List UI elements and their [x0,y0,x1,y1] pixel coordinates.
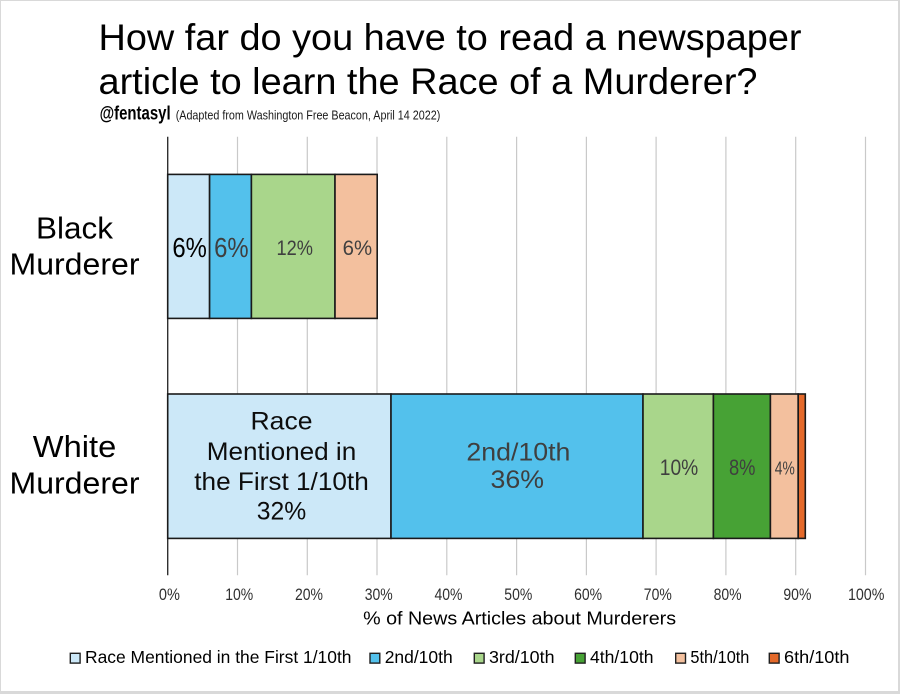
svg-text:30%: 30% [365,586,393,604]
svg-text:6th/10th: 6th/10th [784,647,850,667]
svg-text:White: White [33,429,117,464]
svg-text:Race Mentioned in the First 1/: Race Mentioned in the First 1/10th [85,647,352,667]
svg-text:100%: 100% [848,586,885,604]
svg-text:80%: 80% [714,586,742,604]
svg-text:6%: 6% [343,237,373,260]
svg-text:50%: 50% [504,586,532,604]
svg-text:40%: 40% [435,586,463,604]
svg-text:60%: 60% [574,586,602,604]
svg-text:(Adapted from Washington Free: (Adapted from Washington Free Beacon, Ap… [176,108,441,123]
svg-text:@fentasyl: @fentasyl [100,104,171,125]
svg-text:Murderer: Murderer [10,246,140,281]
svg-text:36%: 36% [491,466,545,494]
svg-text:0%: 0% [159,586,180,604]
svg-text:2nd/10th: 2nd/10th [466,439,570,467]
svg-text:Black: Black [36,210,113,245]
svg-text:20%: 20% [295,586,323,604]
svg-text:10%: 10% [660,455,699,480]
svg-text:the First 1/10th: the First 1/10th [194,468,369,496]
svg-text:90%: 90% [783,586,811,604]
svg-text:% of News Articles about Murde: % of News Articles about Murderers [363,609,676,629]
svg-text:6%: 6% [172,232,207,263]
svg-text:How far do you have to read a: How far do you have to read a newspaper [99,16,802,58]
svg-text:Mentioned in: Mentioned in [207,438,357,466]
svg-text:article to learn the Race of a: article to learn the Race of a Murderer? [99,60,758,102]
svg-text:4%: 4% [775,458,795,479]
svg-text:12%: 12% [276,237,313,260]
svg-text:5th/10th: 5th/10th [690,647,749,667]
svg-text:10%: 10% [225,586,253,604]
svg-text:6%: 6% [214,232,249,263]
svg-text:70%: 70% [644,586,672,604]
svg-text:32%: 32% [257,498,307,526]
svg-text:2nd/10th: 2nd/10th [385,647,453,667]
svg-text:8%: 8% [729,455,756,480]
svg-text:3rd/10th: 3rd/10th [489,647,555,667]
svg-text:Race: Race [251,408,313,436]
svg-text:4th/10th: 4th/10th [590,647,654,667]
svg-text:Murderer: Murderer [10,466,140,501]
